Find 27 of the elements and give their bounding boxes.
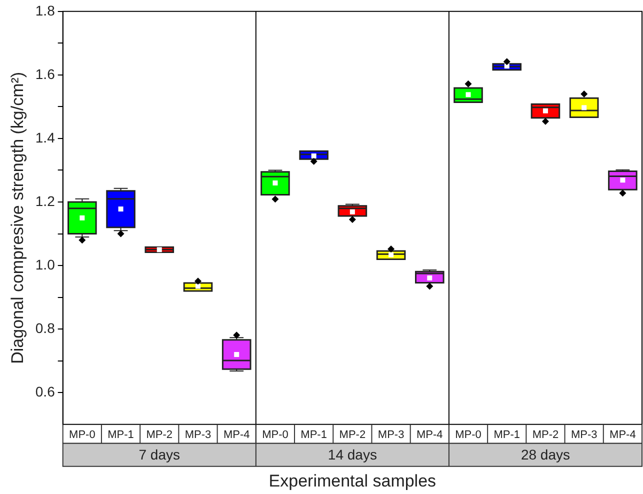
text: 7 days — [138, 446, 180, 462]
y-tick-label: 1.4 — [35, 129, 56, 146]
y-tick-label: 1.8 — [35, 2, 56, 18]
y-axis-title: Diagonal compresive strength (kg/cm²) — [8, 72, 27, 364]
x-tick-label: MP-0 — [455, 429, 482, 442]
x-axis-title: Experimental samples — [268, 471, 436, 490]
y-tick-label: 1.0 — [35, 256, 56, 272]
x-tick-label: MP-0 — [69, 429, 96, 442]
x-tick-label: MP-1 — [108, 429, 134, 442]
x-tick-label: MP-4 — [610, 429, 636, 442]
x-tick-label: MP-4 — [416, 429, 443, 442]
x-tick-label: MP-3 — [378, 429, 404, 442]
y-tick-label: 1.2 — [35, 192, 56, 209]
y-tick-label: 0.8 — [35, 320, 56, 336]
x-tick-label: MP-1 — [494, 429, 520, 442]
x-tick-label: MP-1 — [300, 429, 327, 442]
x-tick-label: MP-3 — [570, 429, 598, 442]
x-tick-label: MP-2 — [532, 429, 559, 442]
y-tick-label: 0.6 — [35, 383, 56, 400]
x-tick-label: MP-3 — [184, 429, 212, 442]
y-tick-label: 1.6 — [35, 66, 56, 82]
x-tick-label: MP-0 — [262, 429, 288, 442]
text: 28 days — [520, 446, 570, 462]
x-tick-label: MP-2 — [339, 429, 366, 442]
x-tick-label: MP-4 — [223, 429, 250, 442]
x-tick-label: MP-2 — [146, 429, 173, 442]
text: 14 days — [328, 446, 377, 462]
